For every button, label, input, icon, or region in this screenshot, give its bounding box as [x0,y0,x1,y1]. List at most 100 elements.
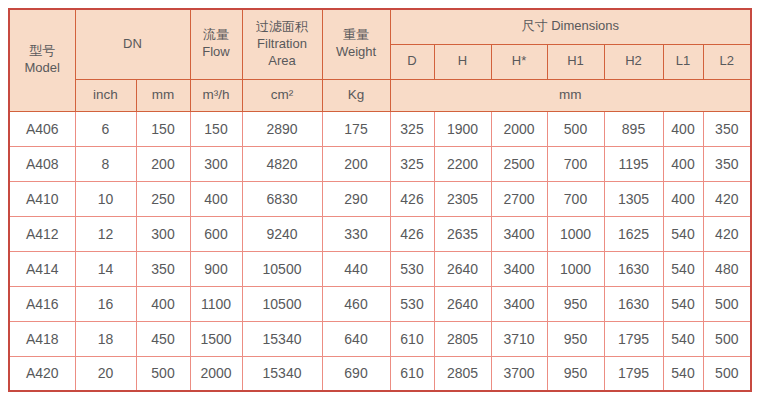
model-cell: A412 [9,216,75,251]
table-cell: 300 [190,146,242,181]
unit-weight: Kg [322,79,390,111]
table-cell: 2000 [190,356,242,391]
header-dimensions: 尺寸 Dimensions [390,9,751,44]
unit-mm: mm [136,79,190,111]
spec-table: 型号 Model DN 流量 Flow 过滤面积 Filtration Area… [8,8,752,392]
table-cell: 1630 [604,251,663,286]
table-cell: 420 [703,181,751,216]
table-cell: 2635 [434,216,491,251]
table-cell: 540 [663,356,703,391]
table-cell: 2700 [491,181,547,216]
model-cell: A420 [9,356,75,391]
table-row: A418184501500153406406102805371095017955… [9,321,751,356]
table-cell: 4820 [242,146,322,181]
table-cell: 530 [390,251,434,286]
table-cell: 400 [190,181,242,216]
table-cell: 400 [663,111,703,146]
table-cell: 690 [322,356,390,391]
table-cell: 300 [136,216,190,251]
table-cell: 10500 [242,251,322,286]
table-cell: 500 [703,286,751,321]
table-cell: 540 [663,216,703,251]
header-flow: 流量 Flow [190,9,242,79]
table-cell: 330 [322,216,390,251]
table-cell: 10500 [242,286,322,321]
table-cell: 18 [75,321,136,356]
table-cell: 450 [136,321,190,356]
table-cell: 400 [663,181,703,216]
unit-flow: m³/h [190,79,242,111]
table-cell: 950 [547,356,604,391]
table-cell: 350 [703,146,751,181]
table-cell: 2200 [434,146,491,181]
header-dim-l2: L2 [703,44,751,79]
table-cell: 640 [322,321,390,356]
table-row: A414143509001050044053026403400100016305… [9,251,751,286]
table-cell: 1630 [604,286,663,321]
table-cell: 500 [703,321,751,356]
table-cell: 325 [390,146,434,181]
header-row-main: 型号 Model DN 流量 Flow 过滤面积 Filtration Area… [9,9,751,44]
table-cell: 420 [703,216,751,251]
table-cell: 950 [547,321,604,356]
unit-inch: inch [75,79,136,111]
table-cell: 540 [663,251,703,286]
table-cell: 950 [547,286,604,321]
table-cell: 3400 [491,216,547,251]
table-cell: 6 [75,111,136,146]
table-cell: 175 [322,111,390,146]
table-cell: 15340 [242,321,322,356]
model-cell: A406 [9,111,75,146]
table-cell: 150 [136,111,190,146]
header-dim-h: H [434,44,491,79]
table-header: 型号 Model DN 流量 Flow 过滤面积 Filtration Area… [9,9,751,111]
table-cell: 2805 [434,356,491,391]
header-dim-h-star: H* [491,44,547,79]
header-model: 型号 Model [9,9,75,111]
table-cell: 9240 [242,216,322,251]
unit-area: cm² [242,79,322,111]
table-cell: 1500 [190,321,242,356]
table-cell: 1795 [604,321,663,356]
table-cell: 2000 [491,111,547,146]
table-cell: 14 [75,251,136,286]
table-cell: 480 [703,251,751,286]
spec-table-page: 型号 Model DN 流量 Flow 过滤面积 Filtration Area… [0,0,763,410]
table-cell: 20 [75,356,136,391]
table-cell: 12 [75,216,136,251]
table-cell: 200 [322,146,390,181]
table-cell: 8 [75,146,136,181]
header-dim-h2: H2 [604,44,663,79]
model-cell: A416 [9,286,75,321]
table-cell: 1195 [604,146,663,181]
table-row: A410102504006830290426230527007001305400… [9,181,751,216]
table-row: A412123006009240330426263534001000162554… [9,216,751,251]
header-dim-h1: H1 [547,44,604,79]
table-cell: 2640 [434,286,491,321]
table-cell: 540 [663,286,703,321]
table-cell: 3710 [491,321,547,356]
header-dim-l1: L1 [663,44,703,79]
model-cell: A418 [9,321,75,356]
header-dn: DN [75,9,190,79]
table-cell: 325 [390,111,434,146]
table-cell: 290 [322,181,390,216]
table-cell: 250 [136,181,190,216]
table-cell: 1000 [547,251,604,286]
table-cell: 2305 [434,181,491,216]
table-cell: 6830 [242,181,322,216]
table-row: A420205002000153406906102805370095017955… [9,356,751,391]
table-cell: 426 [390,216,434,251]
table-row: A406615015028901753251900200050089540035… [9,111,751,146]
table-cell: 400 [136,286,190,321]
table-cell: 1625 [604,216,663,251]
header-row-units: inch mm m³/h cm² Kg mm [9,79,751,111]
table-cell: 350 [703,111,751,146]
table-cell: 1900 [434,111,491,146]
table-cell: 900 [190,251,242,286]
table-cell: 16 [75,286,136,321]
table-cell: 530 [390,286,434,321]
model-cell: A414 [9,251,75,286]
table-row: A416164001100105004605302640340095016305… [9,286,751,321]
table-cell: 400 [663,146,703,181]
